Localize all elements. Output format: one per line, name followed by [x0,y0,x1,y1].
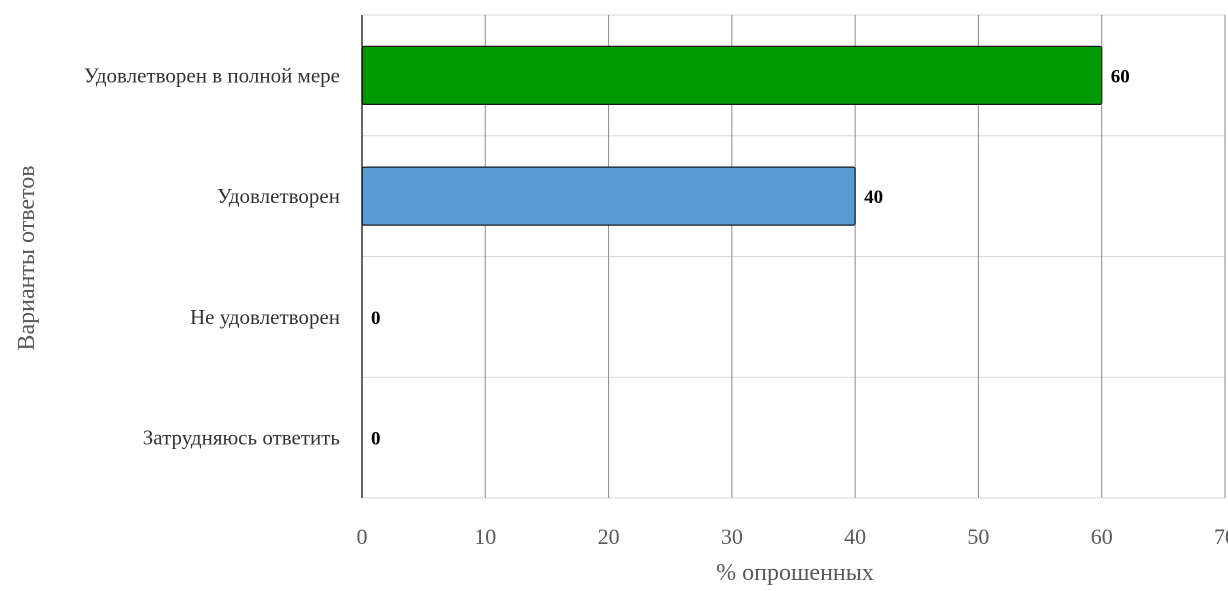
x-tick-label: 0 [357,524,368,549]
y-tick-label: Удовлетворен в полной мере [84,63,340,87]
data-label: 40 [864,187,883,208]
data-label: 0 [371,308,381,329]
data-label: 60 [1111,66,1130,87]
x-axis-title: % опрошенных [716,560,874,586]
y-tick-label: Затрудняюсь ответить [143,426,340,450]
x-tick-label: 70 [1214,524,1228,549]
bar [361,166,856,226]
x-tick-label: 30 [721,524,743,549]
y-axis-title: Варианты ответов [14,165,40,350]
x-tick-label: 20 [598,524,620,549]
bar [361,45,1103,105]
x-tick-label: 40 [844,524,866,549]
y-tick-label: Не удовлетворен [190,305,340,329]
labels-layer: 0 10 20 30 40 50 60 70 Удовлетворен в полной мер… [84,63,1228,549]
x-tick-label: 60 [1091,524,1113,549]
x-tick-label: 10 [474,524,496,549]
x-tick-label: 50 [967,524,989,549]
y-tick-label: Удовлетворен [217,184,340,208]
data-label: 0 [371,429,381,450]
